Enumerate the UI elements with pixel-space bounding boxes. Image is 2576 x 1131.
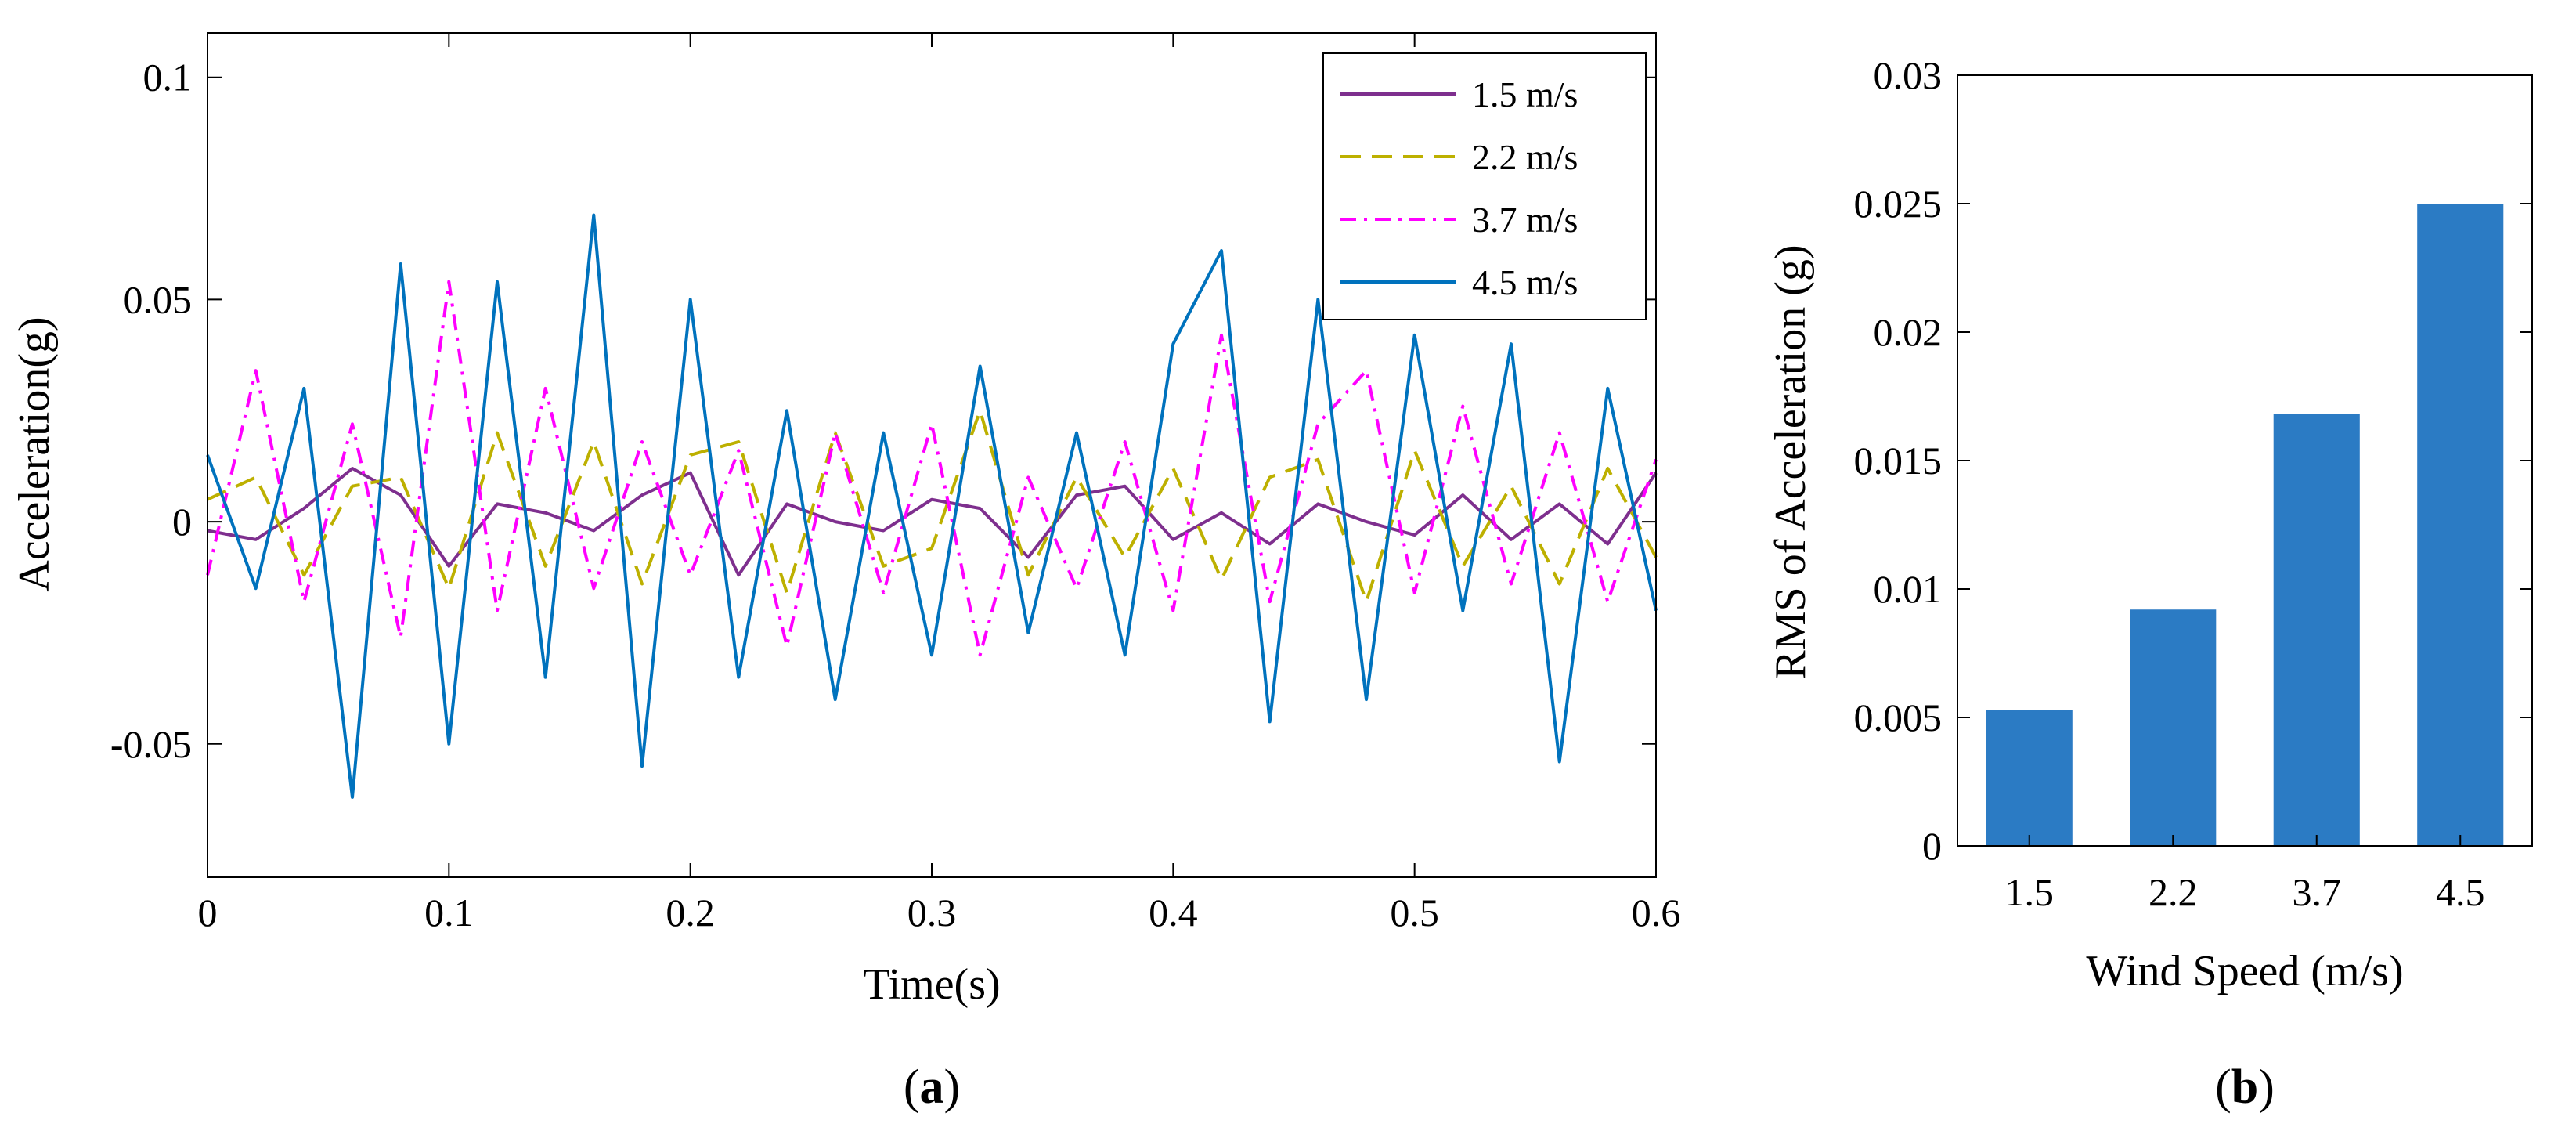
panel-a-caption-letter: a xyxy=(920,1061,944,1114)
panel-b-y-tick-label: 0.02 xyxy=(1874,310,1943,354)
panel-a-series-line-1 xyxy=(207,467,1658,577)
panel-b-y-tick-label: 0.005 xyxy=(1854,696,1943,739)
panel-a-legend-label-3: 3.7 m/s xyxy=(1472,200,1578,240)
panel-b-caption-letter: b xyxy=(2231,1061,2258,1114)
panel-a-legend-label-4: 4.5 m/s xyxy=(1472,262,1578,302)
panel-b-ticks: 1.5 2.2 3.7 4.5 0 0.005 0.01 0.015 0.02 0.025 0.03 xyxy=(1854,53,2532,914)
panel-a-y-tick-label: 0.05 xyxy=(124,277,193,321)
panel-a-x-tick-label: 0.2 xyxy=(666,891,715,934)
panel-b-bar-chart: 1.5 2.2 3.7 4.5 0 0.005 0.01 0.015 0.02 0.025 0.03… xyxy=(1766,53,2533,1114)
panel-b-bar-2.2 xyxy=(2130,609,2217,846)
panel-a-legend-label-1: 1.5 m/s xyxy=(1472,74,1578,114)
panel-a-line-chart: 0 0.1 0.2 0.3 0.4 0.5 0.6 -0.05 0 0.05 0.1 Time(s)… xyxy=(10,32,1680,1114)
panel-a-legend-box xyxy=(1322,52,1647,320)
panel-a-y-tick-label: 0.1 xyxy=(143,56,193,99)
panel-a-x-tick-label: 0 xyxy=(198,891,218,934)
panel-a-legend-label-2: 2.2 m/s xyxy=(1472,137,1578,177)
panel-a-x-axis-label: Time(s) xyxy=(863,960,1000,1009)
panel-b-caption: (b) xyxy=(2215,1061,2275,1114)
panel-a-series-line-2 xyxy=(207,409,1658,604)
panel-b-y-tick-label: 0.015 xyxy=(1854,439,1943,482)
panel-b-y-axis-label: RMS of Acceleration (g) xyxy=(1766,244,1815,679)
panel-b-x-tick-label: 3.7 xyxy=(2293,870,2342,914)
panel-b-y-tick-label: 0.03 xyxy=(1874,53,1943,97)
panel-b-x-axis-label: Wind Speed (m/s) xyxy=(2086,947,2403,995)
panel-a-series-group xyxy=(206,213,1658,799)
panel-a-series-line-4 xyxy=(206,213,1658,799)
panel-b-bar-3.7 xyxy=(2273,414,2360,846)
panel-a-x-tick-label: 0.1 xyxy=(424,891,474,934)
panel-a-ticks: 0 0.1 0.2 0.3 0.4 0.5 0.6 -0.05 0 0.05 0.1 xyxy=(110,33,1680,934)
panel-a-caption: (a) xyxy=(904,1061,960,1114)
panel-b-bar-1.5 xyxy=(1986,710,2073,846)
panel-a-y-axis-label: Acceleration(g) xyxy=(10,316,59,591)
panel-b-x-tick-label: 4.5 xyxy=(2436,870,2485,914)
panel-b-x-tick-label: 1.5 xyxy=(2005,870,2055,914)
panel-a-x-tick-label: 0.3 xyxy=(907,891,957,934)
panel-b-bars-group xyxy=(1986,204,2504,846)
panel-b-y-tick-label: 0 xyxy=(1922,824,1942,868)
panel-a-y-tick-label: 0 xyxy=(172,500,192,544)
panel-a-x-tick-label: 0.6 xyxy=(1632,891,1681,934)
panel-b-x-tick-label: 2.2 xyxy=(2148,870,2198,914)
panel-a-legend: 1.5 m/s 2.2 m/s 3.7 m/s 4.5 m/s xyxy=(1322,52,1647,320)
panel-b-y-tick-label: 0.01 xyxy=(1874,567,1943,611)
panel-a-x-tick-label: 0.4 xyxy=(1149,891,1198,934)
panel-a-y-tick-label: -0.05 xyxy=(110,722,192,766)
panel-a-series-line-3 xyxy=(206,280,1658,657)
panel-b-bar-4.5 xyxy=(2417,204,2504,846)
panel-b-y-tick-label: 0.025 xyxy=(1854,182,1943,226)
panel-a-x-tick-label: 0.5 xyxy=(1390,891,1439,934)
